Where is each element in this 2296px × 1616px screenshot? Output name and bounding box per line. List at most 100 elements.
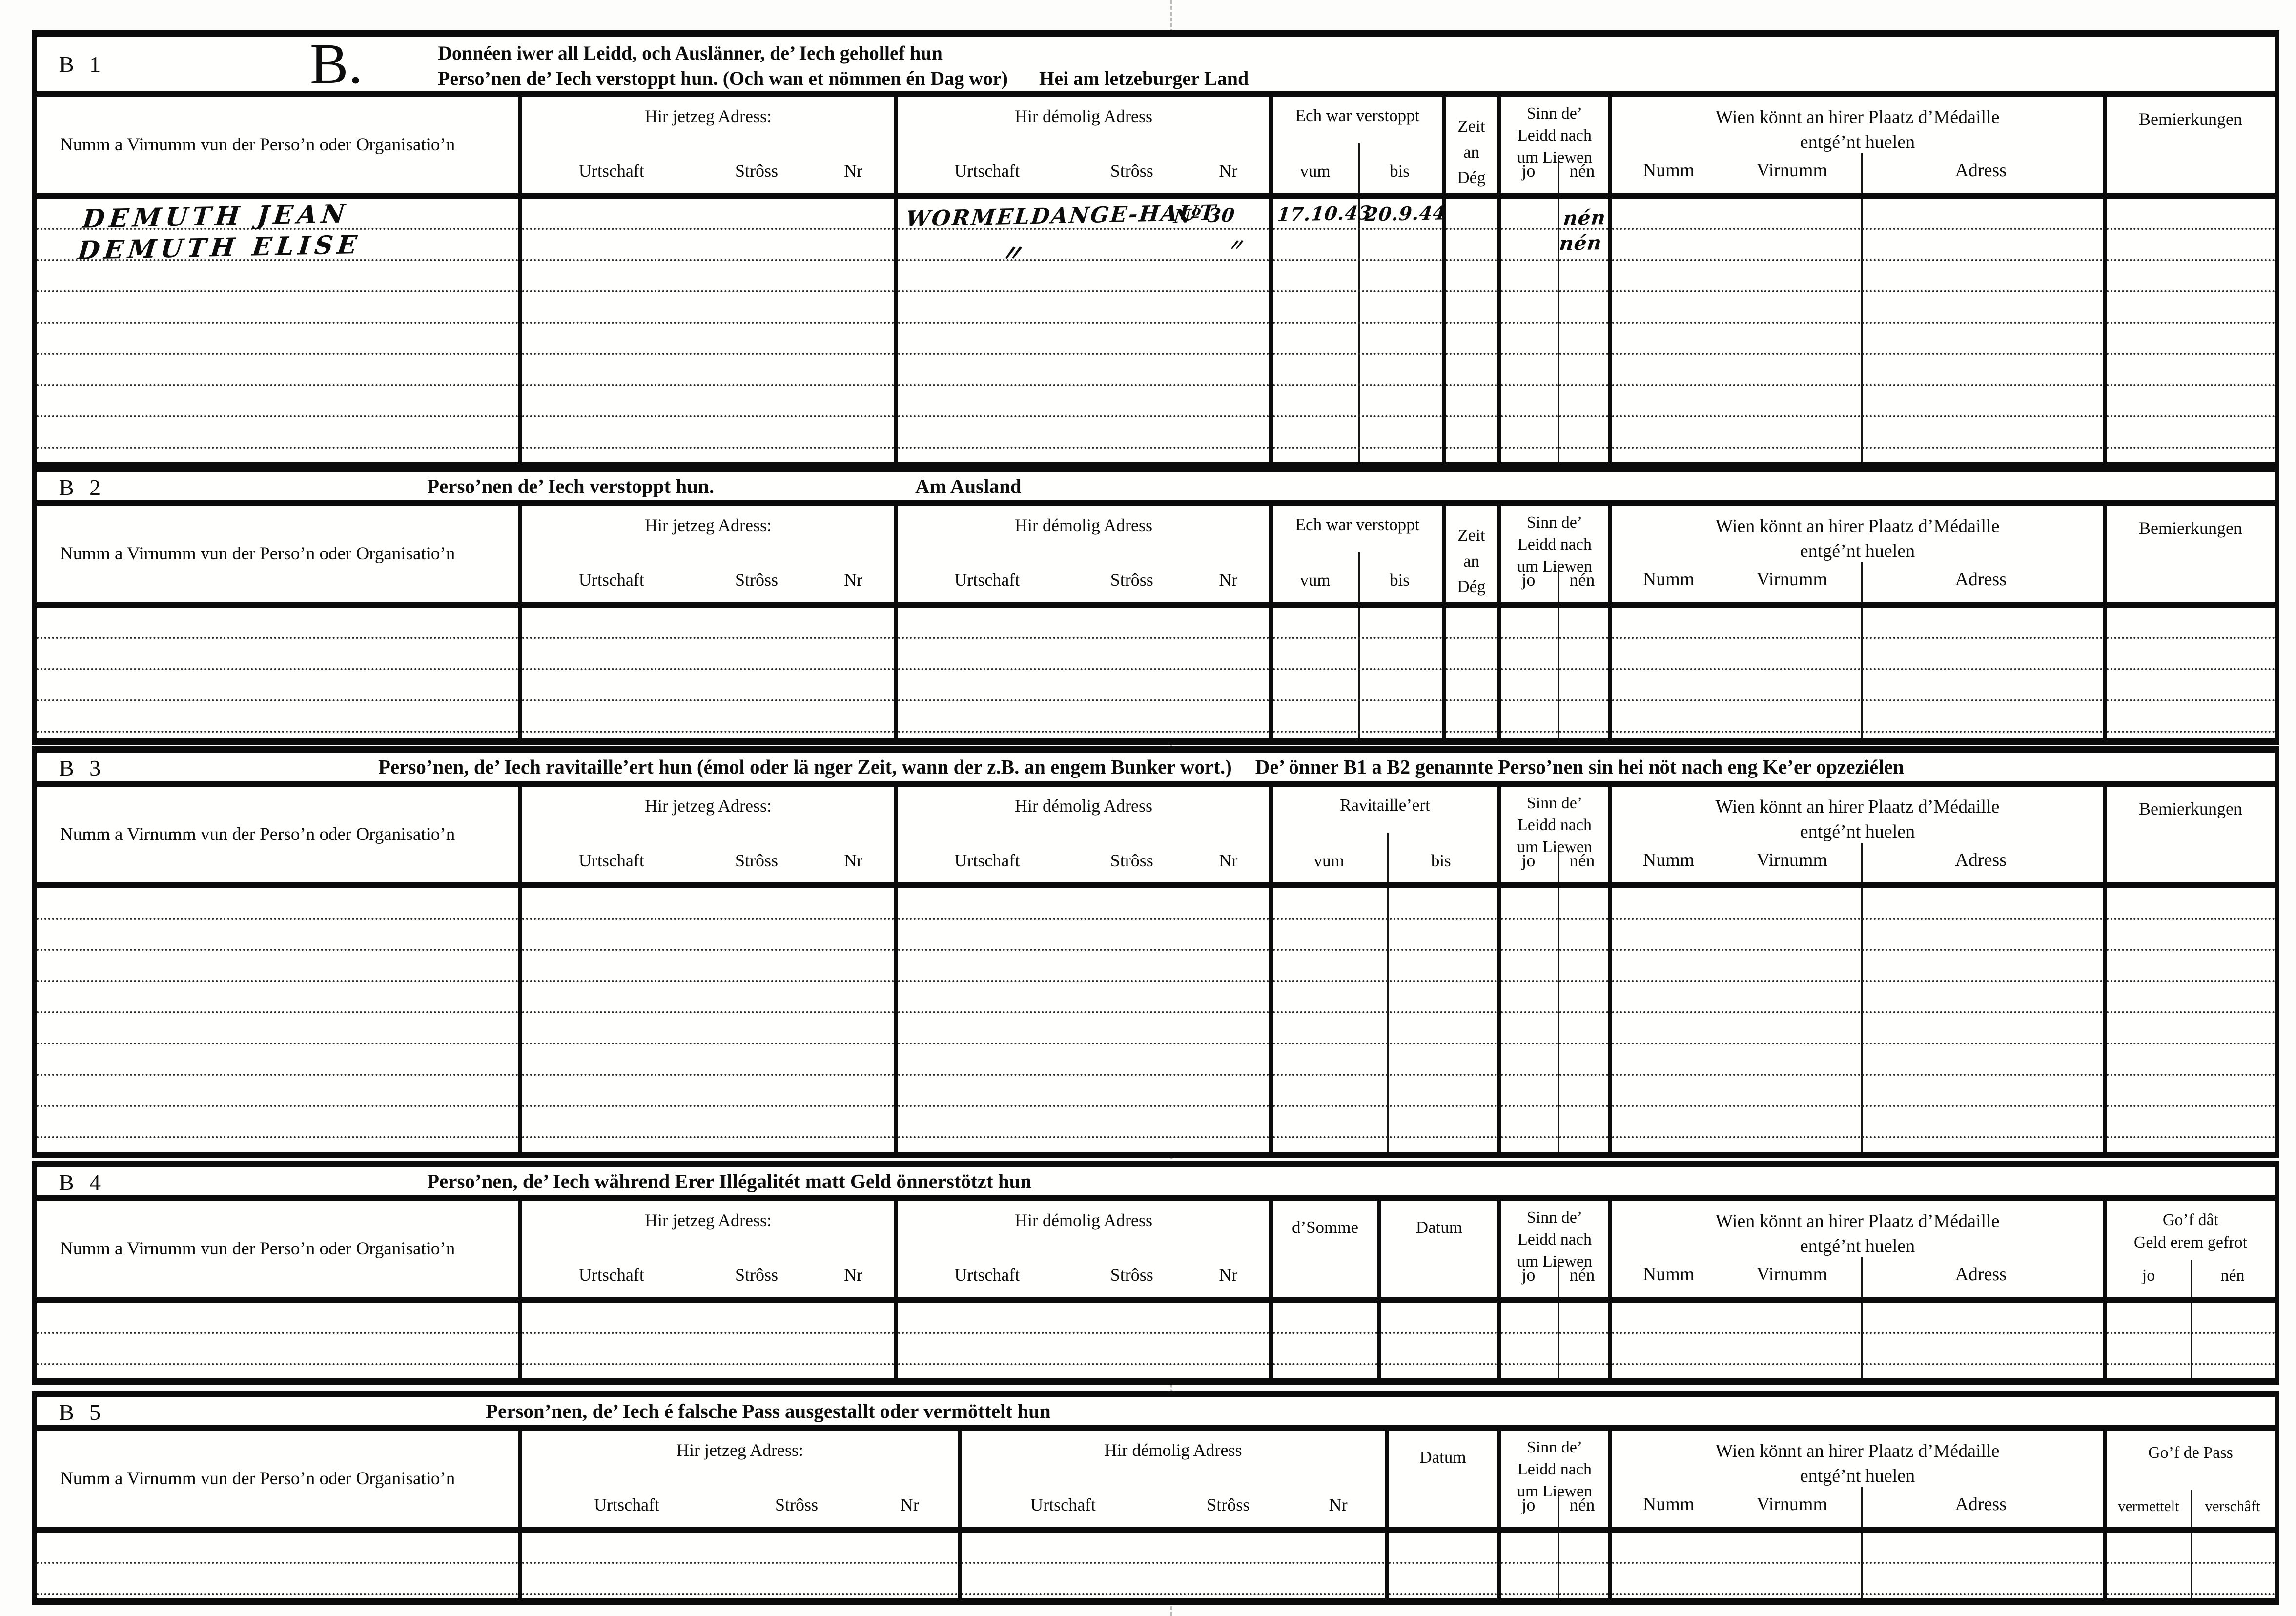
empty-form-row-line (1446, 261, 1497, 292)
col-header-medal: Wien könnt an hirer Plaatz d’Médaille en… (1715, 1211, 2000, 1257)
subcol-jo: jo (1521, 851, 1536, 870)
col-current-address: Hir jetzeg Adress: Urtschaft Strôss Nr (522, 506, 898, 739)
empty-form-row-line (37, 701, 518, 733)
empty-form-row-line (1446, 608, 1497, 639)
col-former-address: Hir démolig Adress Urtschaft Strôss Nr (898, 506, 1273, 739)
col-medal-recipient: Wien könnt an hirer Plaatz d’Médaille en… (1612, 1201, 2107, 1378)
col-header-current-address: Hir jetzeg Adress: (645, 1210, 772, 1230)
section-label: B 3 (59, 756, 106, 780)
title-note: Hei am letzeburger Land (1039, 67, 1249, 89)
subcol-jo: jo (1521, 570, 1536, 590)
col-header-sum: d’Somme (1292, 1218, 1359, 1237)
empty-form-row-line (898, 417, 1269, 449)
col-header-money-reclaimed: Go’f dât Geld erem gefrot (2133, 1211, 2248, 1251)
empty-form-row-line (37, 199, 518, 230)
col-header-date: Datum (1415, 1218, 1463, 1237)
empty-form-row-line (1612, 1533, 2103, 1564)
empty-form-row-line (1273, 1044, 1497, 1076)
empty-form-row-line (1612, 920, 2103, 951)
empty-form-row-line (1273, 386, 1442, 417)
col-current-address: Hir jetzeg Adress: Urtschaft Strôss Nr (522, 97, 898, 462)
section-subtitle: Am Ausland (915, 475, 1022, 497)
empty-form-row-line (1273, 701, 1442, 733)
empty-form-row-line (37, 1533, 518, 1564)
subcol-bis: bis (1431, 851, 1451, 870)
subcol-adress: Adress (1955, 569, 2007, 590)
col-header-alive: Sinn de’ Leidd nach um Liewen (1517, 794, 1592, 856)
empty-form-row-line (1612, 261, 2103, 292)
empty-form-row-line (522, 1107, 894, 1138)
empty-form-row-line (1446, 417, 1497, 449)
empty-form-row-line (1612, 639, 2103, 670)
empty-form-row-line (962, 1564, 1385, 1595)
subcol-urtschaft: Urtschaft (1030, 1495, 1096, 1514)
empty-form-row-line (1612, 324, 2103, 355)
col-zeit-an-deg: Zeit an Dég (1446, 506, 1501, 739)
empty-form-row-line (1273, 1303, 1377, 1334)
empty-form-row-line (1612, 1564, 2103, 1595)
empty-form-row-line (898, 261, 1269, 292)
empty-form-row-line (1501, 292, 1608, 324)
subcol-stross: Strôss (1110, 1265, 1153, 1285)
empty-form-row-line (898, 1107, 1269, 1138)
empty-form-row-line (898, 1044, 1269, 1076)
empty-form-row-line (1446, 386, 1497, 417)
subcol-stross: Strôss (735, 161, 779, 181)
subcol-nen: nén (1569, 851, 1595, 870)
col-date: Datum (1389, 1431, 1501, 1598)
empty-form-row-line (37, 608, 518, 639)
empty-form-row-line (37, 982, 518, 1013)
table-b3: Numm a Virnumm vun der Perso’n oder Orga… (37, 787, 2275, 1152)
empty-form-row-line (2107, 261, 2275, 292)
subcol-nr: Nr (1219, 161, 1238, 181)
empty-form-row-line (2107, 417, 2275, 449)
col-still-alive: Sinn de’ Leidd nach um Liewen jo nén (1501, 787, 1612, 1152)
subcol-adress: Adress (1955, 1494, 2007, 1514)
empty-form-row-line (37, 1107, 518, 1138)
col-header-alive: Sinn de’ Leidd nach um Liewen (1517, 1438, 1592, 1500)
empty-form-row-line (522, 639, 894, 670)
empty-form-row-line (2107, 982, 2275, 1013)
col-header-current-address: Hir jetzeg Adress: (645, 515, 772, 535)
empty-form-row-line (1446, 230, 1497, 261)
empty-form-row-line (1501, 1013, 1608, 1044)
empty-form-row-line (2107, 230, 2275, 261)
empty-form-row-line (522, 324, 894, 355)
subcol-adress: Adress (1955, 1264, 2007, 1285)
empty-form-row-line (37, 670, 518, 701)
empty-form-row-line (37, 920, 518, 951)
empty-form-row-line (898, 386, 1269, 417)
empty-form-row-line (898, 670, 1269, 701)
section-title: Person’nen, de’ Iech é falsche Pass ausg… (486, 1400, 1051, 1422)
handwritten-nen-entry: nén (1562, 206, 1607, 230)
subcol-virnumm: Virnumm (1756, 569, 1828, 590)
empty-form-row-line (1273, 1107, 1497, 1138)
col-former-address: Hir démolig Adress Urtschaft Strôss Nr (898, 1201, 1273, 1378)
col-former-address: Hir démolig Adress Urtschaft Strôss Nr (898, 97, 1273, 462)
handwritten-ditto-mark: 〃 (1226, 235, 1245, 256)
section-label: B 4 (59, 1170, 106, 1195)
empty-form-row-line (2107, 608, 2275, 639)
empty-form-row-line (522, 670, 894, 701)
col-header-alive: Sinn de’ Leidd nach um Liewen (1517, 513, 1592, 575)
title-line-1: Donnéen iwer all Leidd, och Auslänner, d… (438, 42, 943, 64)
subcol-urtschaft: Urtschaft (578, 851, 644, 870)
table-b1: Numm a Virnumm vun der Perso’n oder Orga… (37, 97, 2275, 462)
subcol-nr: Nr (844, 161, 863, 181)
subcol-nen: nén (1569, 1495, 1595, 1514)
col-header-name: Numm a Virnumm vun der Perso’n oder Orga… (60, 543, 455, 564)
empty-form-row-line (1501, 920, 1608, 951)
empty-form-row-line (1612, 386, 2103, 417)
empty-form-row-line (522, 1533, 958, 1564)
section-b1-titlebar: B 1 B. Donnéen iwer all Leidd, och Auslä… (37, 32, 2275, 97)
subcol-bis: bis (1390, 571, 1410, 590)
section-b3-titlebar: B 3 Perso’nen, de’ Iech ravitaille’ert h… (37, 753, 2275, 787)
empty-form-row-line (898, 982, 1269, 1013)
col-header-name: Numm a Virnumm vun der Perso’n oder Orga… (60, 824, 455, 844)
subcol-urtschaft: Urtschaft (954, 570, 1020, 590)
empty-form-row-line (898, 230, 1269, 261)
empty-form-row-line (898, 951, 1269, 982)
empty-form-row-line (898, 608, 1269, 639)
subcol-nr: Nr (844, 570, 863, 590)
col-medal-recipient: Wien könnt an hirer Plaatz d’Médaille en… (1612, 1431, 2107, 1598)
